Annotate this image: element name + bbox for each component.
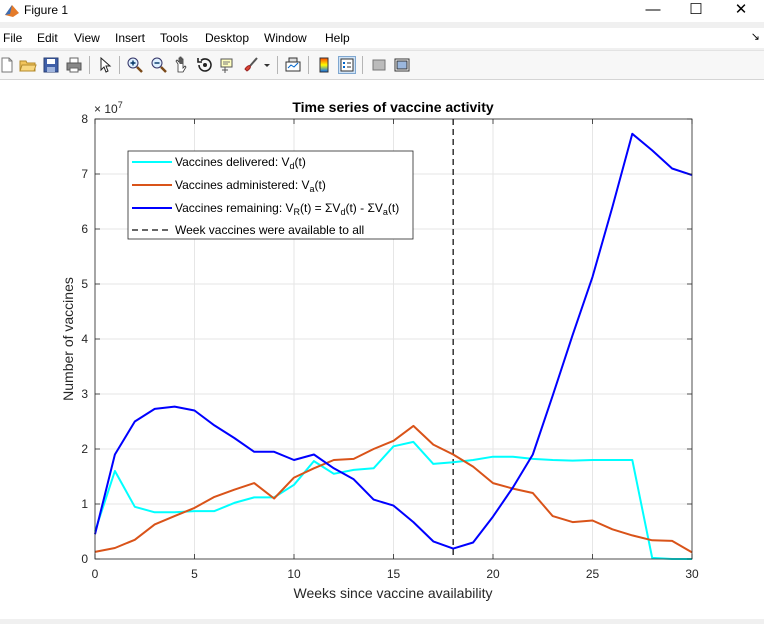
toolbar-separator [362, 56, 363, 74]
menu-tools[interactable]: Tools [160, 31, 189, 45]
x-axis-label: Weeks since vaccine availability [294, 585, 493, 601]
y-tick-label: 6 [81, 222, 88, 236]
colorbar-icon[interactable] [315, 56, 333, 74]
menu-file[interactable]: File [3, 31, 23, 45]
x-tick-label: 0 [92, 567, 99, 581]
x-tick-label: 15 [387, 567, 401, 581]
hide-plot-tools-icon[interactable] [370, 56, 388, 74]
y-ticks: 0 1 2 3 4 5 6 7 8 [81, 112, 692, 566]
close-button[interactable]: ✕ [734, 1, 748, 18]
rotate-3d-icon[interactable] [196, 56, 214, 74]
menu-window[interactable]: Window [264, 31, 307, 45]
legend-icon[interactable] [338, 56, 356, 74]
menu-insert[interactable]: Insert [115, 31, 146, 45]
toolbar-separator [119, 56, 120, 74]
y-exponent: × 107 [94, 100, 123, 116]
open-file-icon[interactable] [19, 56, 37, 74]
x-tick-label: 10 [287, 567, 301, 581]
y-tick-label: 1 [81, 497, 88, 511]
x-tick-label: 20 [486, 567, 500, 581]
pan-icon[interactable] [173, 56, 191, 74]
brush-dropdown-icon[interactable] [262, 56, 272, 74]
legend-label-remaining: Vaccines remaining: VR(t) = ΣVd(t) - ΣVa… [175, 201, 399, 217]
y-tick-label: 3 [81, 387, 88, 401]
legend-box [127, 150, 414, 240]
zoom-out-icon[interactable] [150, 56, 168, 74]
y-tick-label: 8 [81, 112, 88, 126]
legend-label-vline: Week vaccines were available to all [175, 223, 364, 237]
maximize-button[interactable]: ☐ [689, 1, 703, 18]
legend[interactable]: Vaccines delivered: Vd(t) Vaccines admin… [127, 150, 414, 240]
edit-plot-icon[interactable] [96, 56, 114, 74]
legend-label-administered: Vaccines administered: Va(t) [175, 178, 326, 194]
chart-title: Time series of vaccine activity [292, 99, 494, 115]
menu-desktop[interactable]: Desktop [205, 31, 250, 45]
toolbar-separator [89, 56, 90, 74]
y-tick-label: 7 [81, 167, 88, 181]
save-icon[interactable] [42, 56, 60, 74]
link-plot-icon[interactable] [284, 56, 302, 74]
y-tick-label: 5 [81, 277, 88, 291]
menu-help[interactable]: Help [325, 31, 350, 45]
x-ticks: 0 5 10 15 20 25 30 [92, 119, 699, 581]
zoom-in-icon[interactable] [126, 56, 144, 74]
x-tick-label: 5 [191, 567, 198, 581]
toolbar-separator [277, 56, 278, 74]
show-plot-tools-icon[interactable] [393, 56, 411, 74]
minimize-button[interactable]: — [645, 1, 661, 18]
dock-figure-icon[interactable]: ↘ [750, 31, 760, 43]
brush-icon[interactable] [242, 56, 260, 74]
y-exponent-power: 7 [118, 100, 123, 110]
y-tick-label: 2 [81, 442, 88, 456]
figure-toolbar [0, 50, 764, 80]
window-title: Figure 1 [24, 3, 69, 17]
y-tick-label: 4 [81, 332, 88, 346]
x-tick-label: 30 [685, 567, 699, 581]
print-icon[interactable] [65, 56, 83, 74]
menu-edit[interactable]: Edit [37, 31, 58, 45]
matlab-icon [5, 5, 19, 17]
series-group [94, 132, 693, 560]
legend-label-delivered: Vaccines delivered: Vd(t) [175, 155, 306, 171]
chart[interactable]: 0 5 10 15 20 25 30 0 1 2 3 4 5 6 7 8 Time series of va… [0, 80, 764, 619]
title-bar: Figure 1 — ☐ ✕ [0, 0, 764, 22]
y-tick-label: 0 [81, 552, 88, 566]
data-cursor-icon[interactable] [219, 56, 237, 74]
menu-view[interactable]: View [74, 31, 100, 45]
series-line-remaining[interactable] [94, 132, 693, 550]
y-axis-label: Number of vaccines [60, 277, 76, 401]
toolbar-separator [308, 56, 309, 74]
y-exponent-base: × 10 [94, 102, 118, 116]
series-line-administered[interactable] [94, 424, 693, 554]
figure-canvas: 0 5 10 15 20 25 30 0 1 2 3 4 5 6 7 8 Time series of va… [0, 80, 764, 619]
new-figure-icon[interactable] [0, 56, 16, 74]
x-tick-label: 25 [586, 567, 600, 581]
series-line-delivered[interactable] [94, 440, 692, 560]
menu-bar: File Edit View Insert Tools Desktop Wind… [0, 28, 764, 48]
